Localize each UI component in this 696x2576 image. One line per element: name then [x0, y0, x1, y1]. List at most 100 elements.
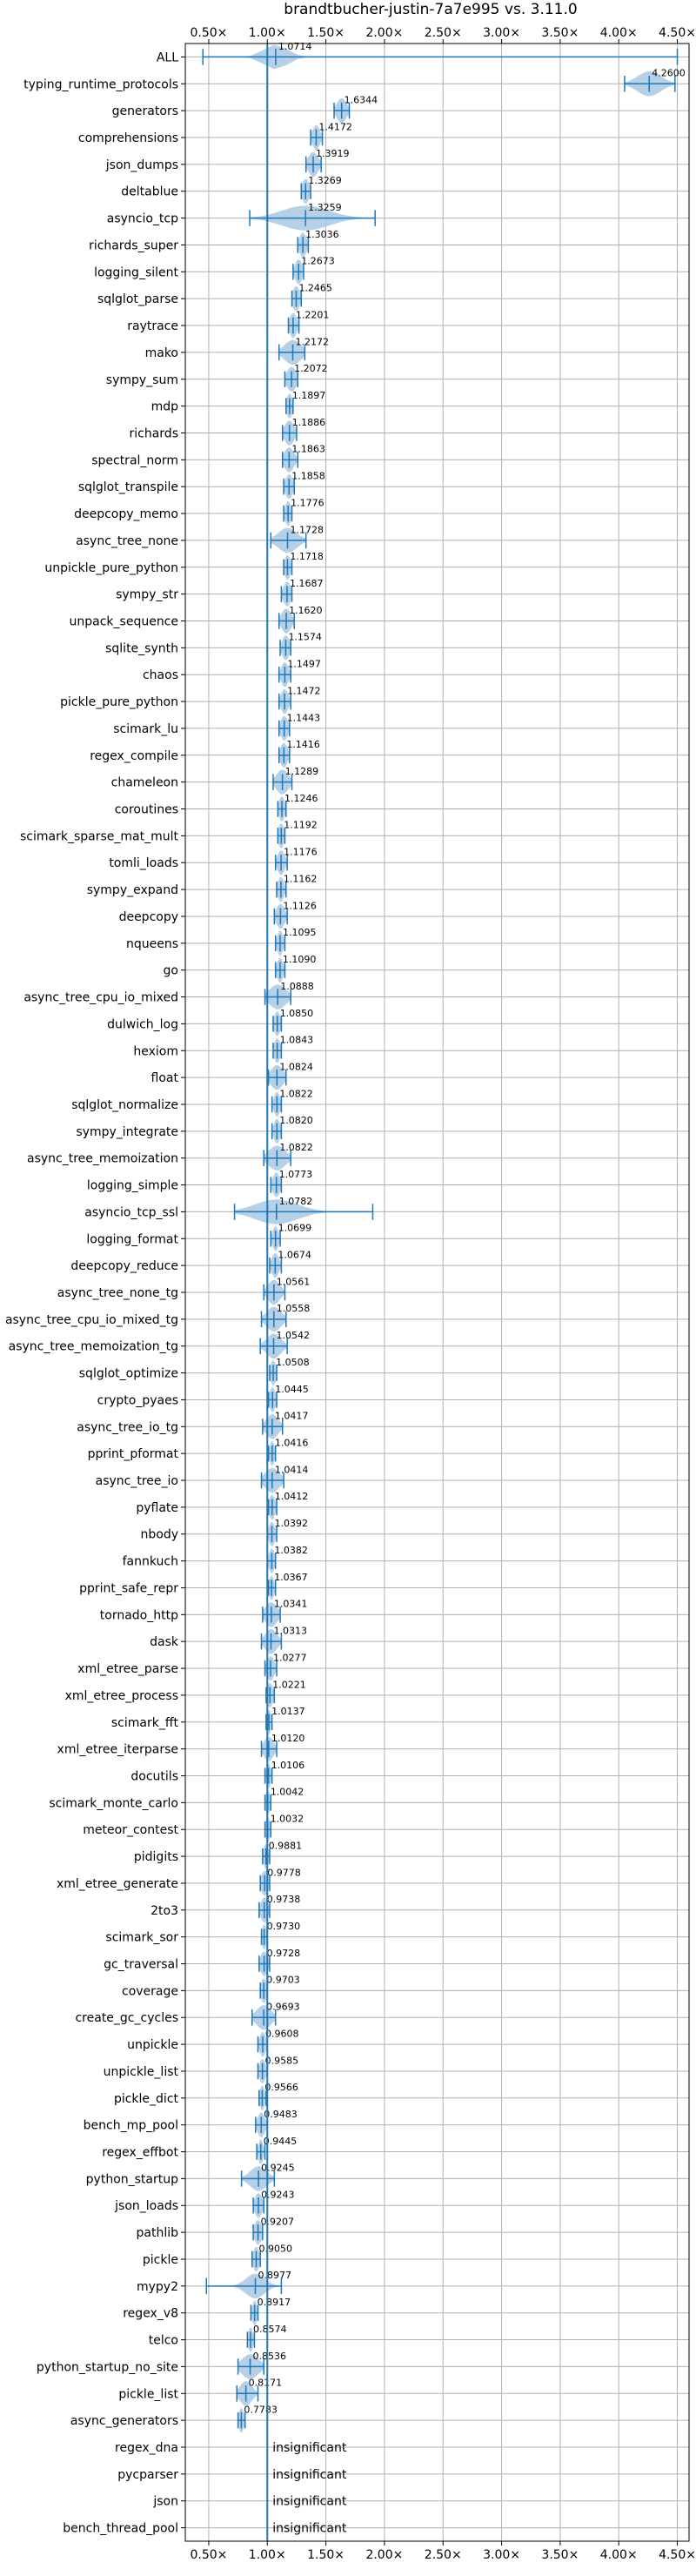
- mean-value-label: 1.0341: [274, 1599, 308, 1610]
- benchmark-name: pycparser: [117, 2468, 178, 2482]
- mean-value-label: 1.1886: [292, 417, 326, 428]
- benchmark-row: pickle_list 0.8171: [118, 2378, 282, 2406]
- benchmark-row: deepcopy_reduce 1.0674: [70, 1249, 311, 1278]
- insignificant-label: insignificant: [272, 2468, 347, 2482]
- benchmark-name: deepcopy_memo: [74, 507, 178, 521]
- mean-value-label: 1.3036: [305, 229, 339, 240]
- benchmark-name: mypy2: [137, 2280, 178, 2294]
- insignificant-label: insignificant: [272, 2441, 347, 2455]
- benchmark-row: pprint_pformat 1.0416: [88, 1438, 308, 1466]
- benchmark-row: pathlib 0.9207: [137, 2216, 294, 2245]
- benchmark-row: async_tree_cpu_io_mixed 1.0888: [23, 981, 314, 1010]
- benchmark-row: sympy_integrate 1.0820: [76, 1115, 313, 1144]
- benchmark-name: regex_effbot: [102, 2146, 178, 2160]
- benchmark-name: sqlite_synth: [105, 641, 178, 655]
- mean-value-label: 1.3259: [308, 202, 342, 213]
- benchmark-name: coroutines: [115, 803, 178, 817]
- benchmark-row: pidigits 0.9881: [134, 1840, 302, 1869]
- benchmark-name: scimark_sparse_mat_mult: [20, 829, 178, 843]
- mean-value-label: 1.0392: [275, 1518, 309, 1529]
- benchmark-name: bench_mp_pool: [84, 2119, 178, 2133]
- mean-value-label: 1.1090: [283, 954, 317, 965]
- benchmark-name: regex_dna: [115, 2441, 178, 2455]
- x-tick-label-top: 1.00×: [249, 26, 286, 40]
- x-tick-label-bottom: 2.00×: [365, 2548, 403, 2562]
- benchmark-row: regex_effbot 0.9445: [102, 2136, 297, 2164]
- benchmark-name: docutils: [130, 1769, 178, 1783]
- mean-value-label: 1.0367: [274, 1572, 308, 1583]
- benchmark-row: sympy_expand 1.1162: [87, 873, 317, 902]
- benchmark-name: async_tree_memoization: [27, 1152, 178, 1166]
- benchmark-row: pickle_dict 0.9566: [114, 2082, 298, 2110]
- benchmark-row: go 1.1090: [164, 954, 317, 983]
- benchmark-row: telco 0.8574: [149, 2324, 287, 2352]
- benchmark-row: create_gc_cycles 0.9693: [75, 2002, 300, 2030]
- benchmark-row: unpickle 0.9608: [127, 2028, 298, 2057]
- mean-value-label: 0.9728: [267, 1948, 301, 1959]
- benchmark-row: gc_traversal 0.9728: [104, 1948, 300, 1976]
- mean-value-label: 1.0782: [279, 1196, 313, 1207]
- benchmark-name: deltablue: [121, 185, 178, 199]
- mean-value-label: 1.0414: [275, 1464, 309, 1475]
- x-tick-label-bottom: 3.00×: [483, 2548, 520, 2562]
- benchmark-row: pyflate 1.0412: [136, 1491, 309, 1520]
- benchmark-row: dask 1.0313: [150, 1626, 307, 1654]
- benchmark-row: scimark_monte_carlo 1.0042: [49, 1787, 304, 1815]
- benchmark-name: logging_format: [86, 1232, 178, 1246]
- benchmark-row: mypy2 0.8977: [137, 2270, 291, 2298]
- benchmark-row: richards 1.1886: [130, 417, 326, 446]
- benchmark-name: nqueens: [126, 937, 178, 951]
- benchmark-name: async_tree_io_tg: [77, 1420, 178, 1434]
- benchmark-name: json_loads: [114, 2199, 178, 2213]
- mean-value-label: 0.9730: [267, 1921, 301, 1932]
- benchmark-name: chaos: [143, 668, 178, 682]
- mean-value-label: 0.8917: [258, 2297, 291, 2308]
- x-tick-label-top: 3.50×: [541, 26, 579, 40]
- benchmark-row: bench_thread_pool insignificant: [63, 2522, 347, 2536]
- benchmark-name: pathlib: [137, 2226, 179, 2240]
- mean-value-label: 1.1574: [288, 632, 322, 643]
- benchmark-name: bench_thread_pool: [63, 2522, 178, 2536]
- benchmark-name: pprint_safe_repr: [79, 1581, 178, 1595]
- benchmark-name: scimark_lu: [113, 722, 178, 736]
- x-tick-label-bottom: 2.50×: [425, 2548, 462, 2562]
- benchmark-name: create_gc_cycles: [75, 2011, 178, 2025]
- benchmark-row: deepcopy_memo 1.1776: [74, 497, 325, 527]
- benchmark-name: sqlglot_optimize: [79, 1367, 178, 1381]
- benchmark-name: unpickle_list: [104, 2065, 179, 2079]
- benchmark-name: xml_etree_parse: [77, 1662, 178, 1676]
- x-tick-label-top: 0.50×: [190, 26, 227, 40]
- benchmark-row: async_tree_io 1.0414: [96, 1464, 309, 1493]
- benchmark-row: pprint_safe_repr 1.0367: [79, 1572, 308, 1600]
- mean-value-label: 1.0445: [275, 1384, 309, 1395]
- benchmark-name: telco: [149, 2334, 178, 2348]
- benchmark-row: richards_super 1.3036: [89, 229, 339, 258]
- x-tick-label-bottom: 1.50×: [307, 2548, 345, 2562]
- benchmark-name: logging_silent: [94, 265, 178, 279]
- plot-frame: [184, 43, 690, 2542]
- mean-value-label: 0.9050: [258, 2243, 292, 2254]
- benchmark-name: asyncio_tcp_ssl: [84, 1205, 178, 1219]
- benchmark-name: async_tree_io: [96, 1474, 178, 1488]
- benchmark-name: mako: [145, 346, 178, 360]
- benchmark-row: nqueens 1.1095: [126, 927, 317, 956]
- mean-value-label: 1.0042: [271, 1787, 304, 1798]
- benchmark-row: docutils 1.0106: [130, 1760, 304, 1788]
- mean-value-label: 1.0843: [280, 1035, 314, 1046]
- insignificant-label: insignificant: [272, 2522, 347, 2536]
- mean-value-label: 1.0412: [275, 1491, 309, 1502]
- benchmark-name: richards: [130, 426, 179, 440]
- mean-value-label: 0.9778: [267, 1867, 301, 1878]
- benchmark-name: async_tree_none_tg: [57, 1286, 178, 1300]
- mean-value-label: 1.0674: [278, 1249, 311, 1260]
- mean-value-label: 1.0542: [277, 1330, 311, 1341]
- mean-value-label: 1.1289: [285, 766, 319, 777]
- benchmark-name: logging_simple: [87, 1179, 178, 1193]
- benchmark-name: pickle: [143, 2253, 178, 2267]
- mean-value-label: 1.4172: [318, 121, 352, 132]
- mean-value-label: 1.0699: [278, 1223, 312, 1234]
- benchmark-row: typing_runtime_protocols 4.2600: [23, 68, 686, 97]
- x-tick-label-top: 2.00×: [365, 26, 403, 40]
- x-tick-label-bottom: 4.00×: [600, 2548, 638, 2562]
